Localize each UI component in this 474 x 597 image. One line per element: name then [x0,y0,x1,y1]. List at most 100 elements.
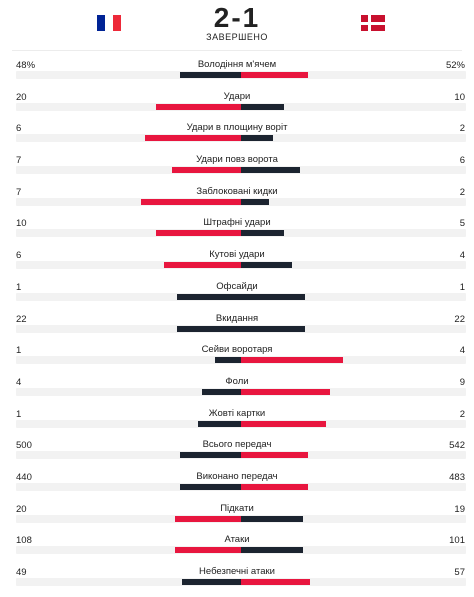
stat-name: Вкидання [215,312,259,324]
home-stat-bar [177,325,241,332]
stat-name: Атаки [224,534,250,546]
stat-name: Сейви воротаря [201,344,273,356]
home-stat-bar [179,483,241,490]
home-stat-bar [177,293,241,300]
stat-row: 7 Заблоковані кидки 2 [0,185,474,217]
home-stat-value: 20 [16,503,27,515]
stat-row: 49 Небезпечні атаки 57 [0,565,474,597]
stat-row: 22 Вкидання 22 [0,312,474,344]
home-stat-value: 1 [16,281,22,293]
away-stat-bar [241,198,270,205]
match-status: ЗАВЕРШЕНО [206,32,268,42]
stat-row: 6 Кутові удари 4 [0,248,474,280]
stat-row: 48% Володіння м'ячем 52% [0,58,474,90]
away-stat-value: 4 [459,250,465,262]
stats-list: 48% Володіння м'ячем 52% 20 Удари 10 6 Удари в … [0,58,474,597]
away-stat-value: 2 [459,408,465,420]
home-stat-bar [155,230,241,237]
away-stat-value: 1 [459,281,465,293]
stat-name: Штрафні удари [203,217,271,229]
away-stat-value: 9 [459,376,465,388]
stat-name: Заблоковані кидки [196,185,278,197]
away-stat-bar [241,547,303,554]
stat-row: 1 Жовті картки 2 [0,407,474,439]
home-stat-bar [215,357,241,364]
away-stat-value: 101 [449,535,465,547]
away-stat-value: 5 [459,218,465,230]
away-stat-bar [241,167,301,174]
home-stat-bar [175,515,241,522]
stat-row: 6 Удари в площину воріт 2 [0,121,474,153]
match-header: 2-1 ЗАВЕРШЕНО [0,0,474,48]
stat-row: 440 Виконано передач 483 [0,470,474,502]
stat-row: 500 Всього передач 542 [0,438,474,470]
home-stat-value: 10 [16,218,27,230]
stat-name: Всього передач [202,439,272,451]
home-stat-bar [179,72,241,78]
away-stat-value: 4 [459,345,465,357]
home-stat-value: 108 [16,535,32,547]
stat-row: 1 Сейви воротаря 4 [0,343,474,375]
away-stat-bar [241,388,330,395]
away-stat-value: 542 [449,440,465,452]
away-stat-value: 6 [459,155,465,167]
stat-row: 7 Удари повз ворота 6 [0,153,474,185]
france-flag-icon [97,15,121,31]
home-stat-value: 440 [16,471,32,483]
away-stat-bar [241,579,310,585]
home-stat-bar [172,167,241,174]
away-stat-bar [241,230,284,237]
home-stat-bar [174,547,241,554]
away-stat-bar [241,515,304,522]
away-stat-bar [241,357,344,364]
away-stat-bar [241,135,273,142]
stat-name: Небезпечні атаки [199,566,275,577]
away-stat-bar [241,452,308,459]
home-stat-bar [201,388,241,395]
stat-name: Виконано передач [196,470,278,482]
header-divider [12,50,462,51]
stat-row: 4 Фоли 9 [0,375,474,407]
stat-name: Кутові удари [209,249,265,261]
home-stat-value: 7 [16,186,22,198]
stat-name: Фоли [225,375,249,387]
stat-row: 10 Штрафні удари 5 [0,216,474,248]
stat-row: 20 Удари 10 [0,90,474,122]
stat-name: Підкати [220,502,254,514]
home-stat-bar [181,579,241,585]
stat-name: Офсайди [216,280,258,292]
stat-name: Удари в площину воріт [186,122,288,134]
away-stat-bar [241,293,305,300]
stat-row: 20 Підкати 19 [0,502,474,534]
away-stat-bar [241,103,284,110]
home-stat-bar [141,198,241,205]
home-stat-value: 48% [16,60,36,71]
home-stat-value: 1 [16,345,22,357]
home-stat-value: 6 [16,250,22,262]
away-stat-value: 10 [454,91,465,103]
home-stat-value: 6 [16,123,22,135]
away-stat-value: 2 [459,123,465,135]
stat-name: Удари повз ворота [196,154,278,166]
away-stat-value: 483 [449,471,465,483]
denmark-flag-icon [361,15,385,31]
home-stat-value: 1 [16,408,22,420]
away-stat-value: 57 [454,567,465,578]
away-stat-bar [241,420,327,427]
home-stat-bar [155,103,241,110]
stat-row: 108 Атаки 101 [0,533,474,565]
away-stat-value: 22 [454,313,465,325]
match-score: 2-1 [213,2,261,33]
stat-name: Жовті картки [208,407,266,419]
home-stat-bar [198,420,241,427]
home-stat-value: 49 [16,567,27,578]
home-stat-value: 7 [16,155,22,167]
away-stat-value: 52% [445,60,465,71]
away-stat-bar [241,325,305,332]
home-stat-bar [164,262,241,269]
stat-name: Удари [223,90,251,102]
stat-row: 1 Офсайди 1 [0,280,474,312]
home-stat-bar [145,135,241,142]
away-stat-bar [241,72,308,78]
away-stat-value: 2 [459,186,465,198]
